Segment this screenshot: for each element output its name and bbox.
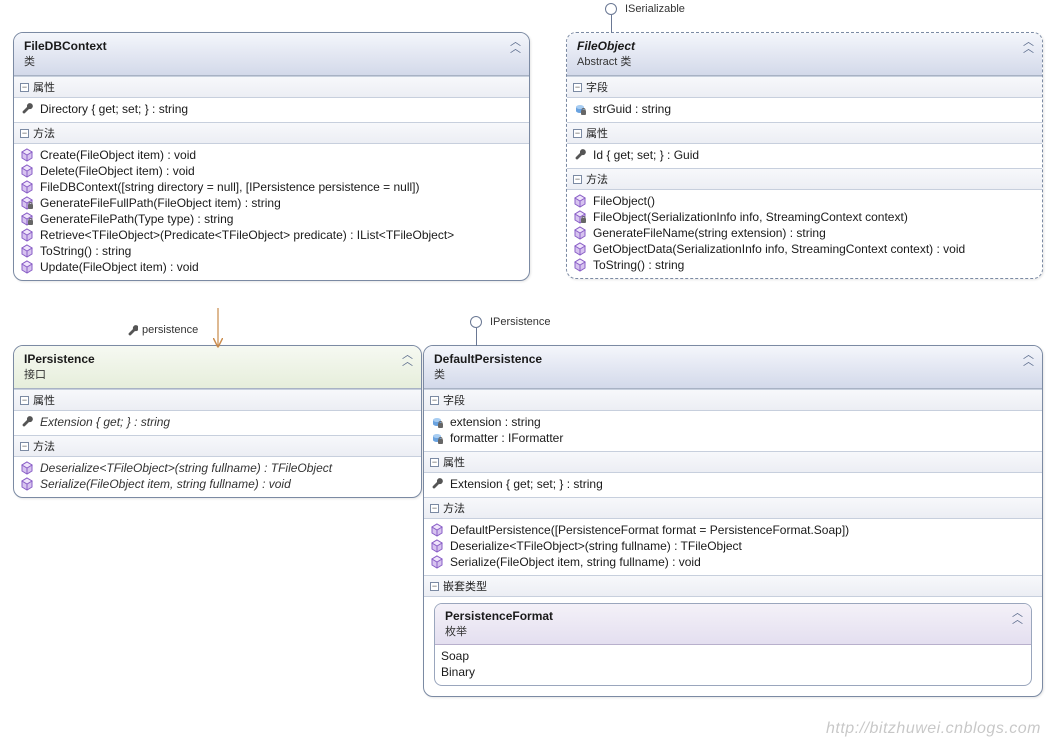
wrench-icon bbox=[126, 324, 138, 336]
association-persistence bbox=[0, 0, 1055, 744]
association-persistence-label: persistence bbox=[126, 324, 198, 336]
watermark: http://bitzhuwei.cnblogs.com bbox=[826, 720, 1041, 738]
